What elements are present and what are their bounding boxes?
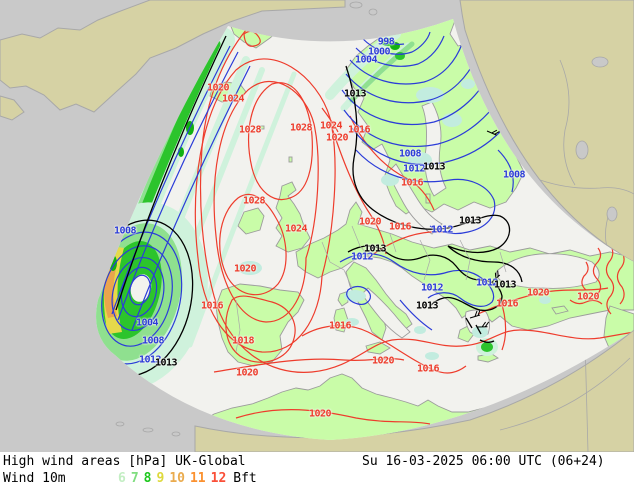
bft-legend-value-9: 9 xyxy=(156,471,165,486)
shetland xyxy=(288,156,293,163)
isobars-blue xyxy=(96,29,521,365)
labrador-landmass xyxy=(0,95,25,121)
isobars-1013-black xyxy=(96,35,523,377)
domain-borders xyxy=(235,225,507,353)
ireland xyxy=(237,207,265,235)
isobars-red xyxy=(194,19,634,425)
cyprus xyxy=(551,305,569,315)
gulf-of-bothnia xyxy=(421,101,447,197)
wind-barbs xyxy=(469,129,501,328)
faroes xyxy=(259,125,265,130)
outside-lakes xyxy=(115,1,618,437)
bft-legend-value-11: 11 xyxy=(189,471,206,486)
bft-legend: 6 7 8 9 10 11 12 Bft xyxy=(118,471,262,486)
caption-bar: High wind areas [hPa] UK-Global Su 16-03… xyxy=(0,452,634,490)
bft-legend-value-8: 8 xyxy=(143,471,152,486)
baltic-sea xyxy=(387,163,443,235)
valid-time: Su 16-03-2025 06:00 UTC (06+24) xyxy=(362,454,605,469)
inner-seas xyxy=(361,101,600,339)
bft-legend-value-6: 6 xyxy=(118,471,126,486)
bft-legend-value-10: 10 xyxy=(169,471,185,486)
greenland-landmass xyxy=(0,0,346,113)
africa-landmass xyxy=(194,329,634,452)
bft-legend-value-7: 7 xyxy=(130,471,139,486)
turkey-squiggles xyxy=(569,243,625,315)
caption-row-2: Wind 10m 6 7 8 9 10 11 12 Bft xyxy=(0,471,634,486)
chart-title: High wind areas [hPa] UK-Global xyxy=(3,454,246,469)
forecast-map: 1020 1024 1028 1028 1024 1020 1016 1028 1024 1020… xyxy=(0,0,634,452)
wind-level-label: Wind 10m xyxy=(3,471,66,486)
bft-unit-label: Bft xyxy=(233,471,257,486)
adriatic-sea xyxy=(361,287,411,339)
bft-legend-value-12: 12 xyxy=(210,471,227,486)
map-canvas xyxy=(0,0,634,452)
caption-row-1: High wind areas [hPa] UK-Global Su 16-03… xyxy=(0,454,634,469)
russia-landmass xyxy=(459,0,634,263)
sicily xyxy=(365,341,391,355)
